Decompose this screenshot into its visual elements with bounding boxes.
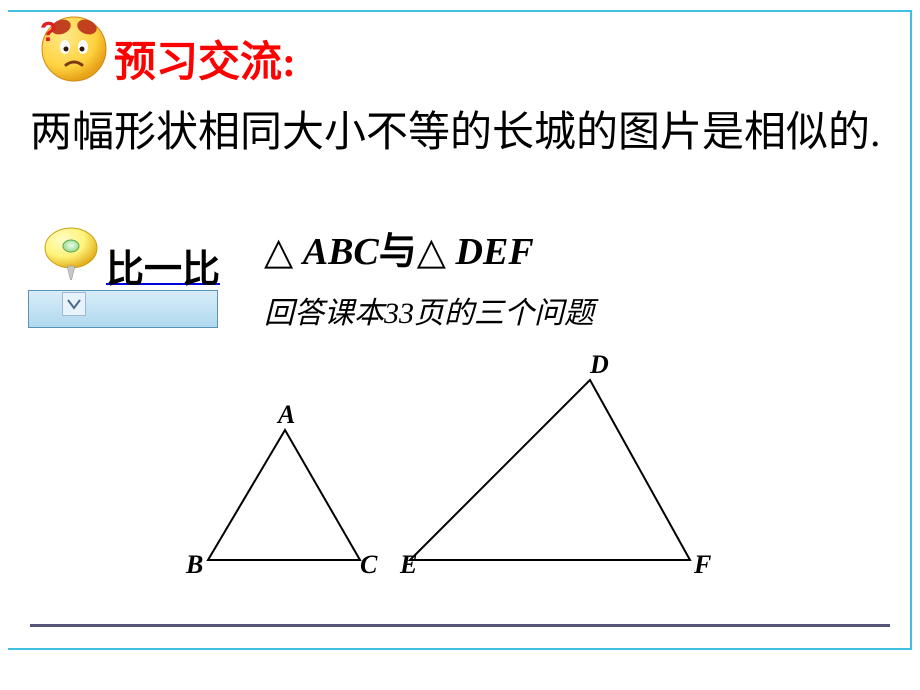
pushpin-icon bbox=[42, 222, 100, 280]
body-text: 两幅形状相同大小不等的长城的图片是相似的. bbox=[30, 106, 890, 161]
title-text: 预习交流: bbox=[114, 28, 296, 89]
compare-label: 比一比 bbox=[106, 238, 220, 293]
vertex-label-D: D bbox=[590, 350, 609, 380]
vertex-label-C: C bbox=[360, 550, 377, 580]
triangles-diagram: A B C D E F bbox=[200, 360, 740, 595]
triangle-abc bbox=[208, 430, 360, 560]
bottom-rule bbox=[30, 624, 890, 627]
triangle-def bbox=[410, 380, 690, 560]
vertex-label-F: F bbox=[694, 550, 711, 580]
vertex-label-A: A bbox=[278, 400, 295, 430]
chevron-down-icon[interactable] bbox=[62, 292, 86, 316]
title-row: ? 预习交流: bbox=[36, 28, 296, 89]
thinking-face-icon: ? bbox=[36, 11, 112, 87]
triangle-symbol-2: △ bbox=[417, 231, 456, 273]
label-yu: 与 bbox=[379, 231, 417, 273]
formula-text: △ ABC与△ DEF bbox=[264, 220, 534, 275]
vertex-label-B: B bbox=[186, 550, 203, 580]
label-def: DEF bbox=[456, 231, 534, 273]
active-slide-indicator bbox=[28, 290, 218, 328]
vertex-label-E: E bbox=[400, 550, 417, 580]
svg-text:?: ? bbox=[40, 16, 57, 47]
label-abc: ABC bbox=[303, 231, 379, 273]
subtext: 回答课本33页的三个问题 bbox=[264, 288, 594, 332]
triangle-symbol-1: △ bbox=[264, 231, 303, 273]
